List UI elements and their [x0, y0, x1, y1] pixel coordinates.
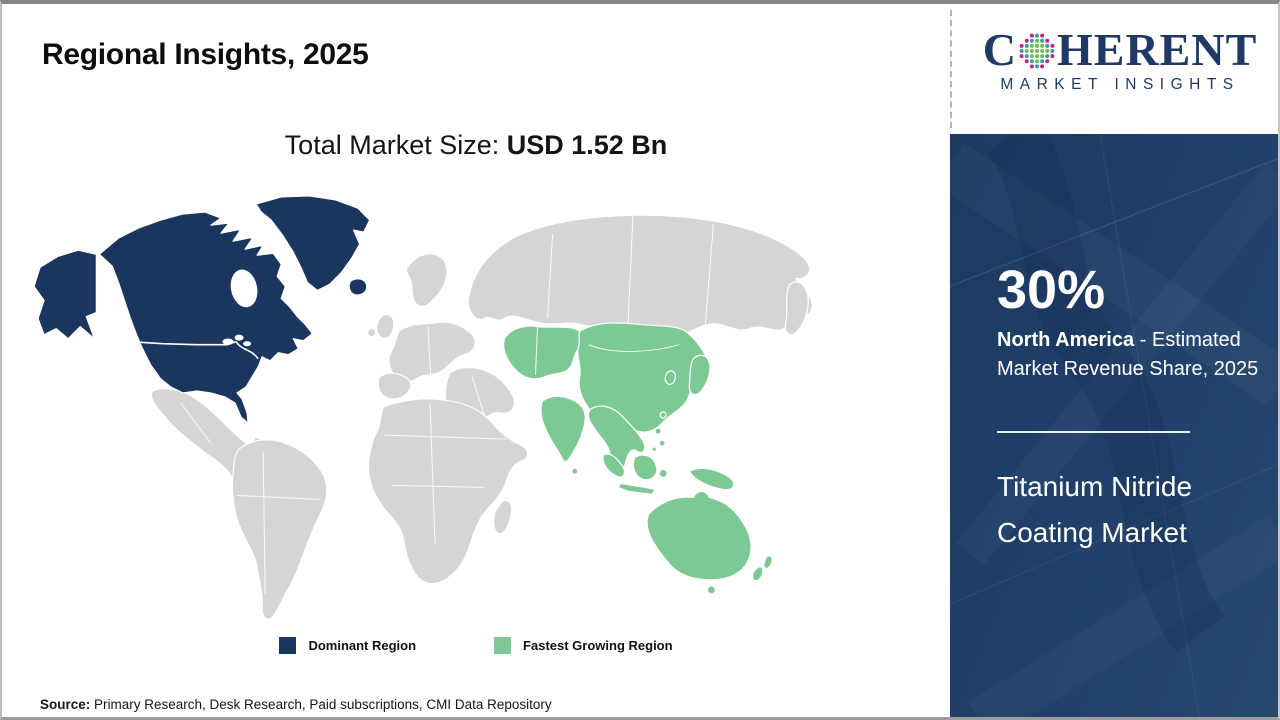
- region-philippines: [651, 446, 657, 453]
- logo-letter-c: C: [982, 24, 1017, 75]
- region-taiwan: [659, 411, 667, 419]
- region-new-zealand: [763, 555, 773, 569]
- logo-globe-icon: [1019, 33, 1055, 69]
- region-uk: [376, 314, 395, 339]
- region-tasmania: [706, 585, 717, 595]
- region-greenland: [255, 195, 371, 292]
- world-map-svg: [33, 195, 813, 620]
- region-russia: [467, 214, 813, 337]
- market-share-region: North America: [997, 329, 1135, 351]
- source-text: Primary Research, Desk Research, Paid su…: [90, 697, 552, 712]
- market-size-line: Total Market Size: USD 1.52 Bn: [2, 130, 950, 161]
- region-australia: [646, 490, 752, 581]
- legend-item-fastest: Fastest Growing Region: [494, 637, 673, 654]
- market-share-value: 30%: [997, 260, 1106, 320]
- fastest-region-swatch: [494, 637, 512, 654]
- map-country-borders-fastest: [535, 326, 680, 375]
- region-new-zealand: [751, 566, 764, 582]
- region-alaska: [33, 249, 97, 340]
- region-java: [617, 482, 656, 496]
- region-ireland: [367, 328, 377, 338]
- logo-wordmark: C HERENT: [974, 26, 1266, 74]
- region-africa: [367, 398, 529, 585]
- map-borders-dominant: [96, 252, 259, 360]
- legend: Dominant Region Fastest Growing Region: [2, 637, 950, 654]
- page-title: Regional Insights, 2025: [42, 38, 369, 71]
- logo-letters-rest: HERENT: [1056, 24, 1258, 75]
- region-sulawesi: [658, 468, 668, 478]
- sidebar-panel: 30% North America - Estimated Market Rev…: [950, 134, 1278, 717]
- world-map: [30, 190, 834, 626]
- region-korea: [664, 370, 676, 385]
- region-south-america: [231, 439, 328, 620]
- market-size-label: Total Market Size:: [284, 130, 507, 160]
- region-central-asia: [503, 325, 584, 380]
- region-iceland: [348, 278, 368, 296]
- map-region-fastest: [503, 322, 773, 595]
- panel-divider: [997, 431, 1190, 433]
- source-line: Source: Primary Research, Desk Research,…: [40, 697, 552, 712]
- market-name: Titanium Nitride Coating Market: [997, 471, 1193, 548]
- region-philippines: [658, 439, 666, 447]
- map-carveouts-dominant: [222, 269, 258, 347]
- panel-texture: [950, 134, 1278, 717]
- region-india: [540, 395, 586, 463]
- region-japan: [688, 354, 711, 396]
- region-iberia: [377, 372, 412, 400]
- region-new-guinea: [688, 467, 735, 491]
- dominant-region-label: Dominant Region: [308, 638, 417, 653]
- region-scandinavia: [405, 253, 448, 308]
- region-indochina: [587, 405, 646, 475]
- map-region-other: [150, 214, 813, 620]
- market-share-description: North America - Estimated Market Revenue…: [997, 326, 1259, 384]
- logo-tagline: MARKET INSIGHTS: [1000, 76, 1240, 93]
- fastest-region-label: Fastest Growing Region: [523, 638, 673, 653]
- source-label: Source:: [40, 697, 91, 712]
- main-area: Regional Insights, 2025 Total Market Siz…: [2, 4, 950, 717]
- region-sri-lanka: [571, 467, 579, 475]
- market-size-value: USD 1.52 Bn: [506, 130, 668, 160]
- region-sumatra: [602, 453, 626, 478]
- legend-item-dominant: Dominant Region: [279, 637, 416, 654]
- map-region-dominant: [33, 195, 371, 424]
- market-share-desc-text: - Estimated Market Revenue Share, 2025: [997, 329, 1259, 380]
- region-madagascar: [493, 500, 513, 535]
- region-canada-usa: [98, 211, 314, 424]
- logo-area: C HERENT MARKET INSIGHTS: [950, 4, 1278, 134]
- dashed-divider: [950, 10, 952, 128]
- region-kamchatka: [784, 281, 809, 336]
- dominant-region-swatch: [279, 637, 297, 654]
- region-philippines: [654, 427, 662, 435]
- map-country-borders-other: [180, 214, 714, 594]
- company-logo: C HERENT MARKET INSIGHTS: [974, 26, 1266, 94]
- region-europe: [388, 321, 476, 383]
- region-borneo: [632, 454, 658, 481]
